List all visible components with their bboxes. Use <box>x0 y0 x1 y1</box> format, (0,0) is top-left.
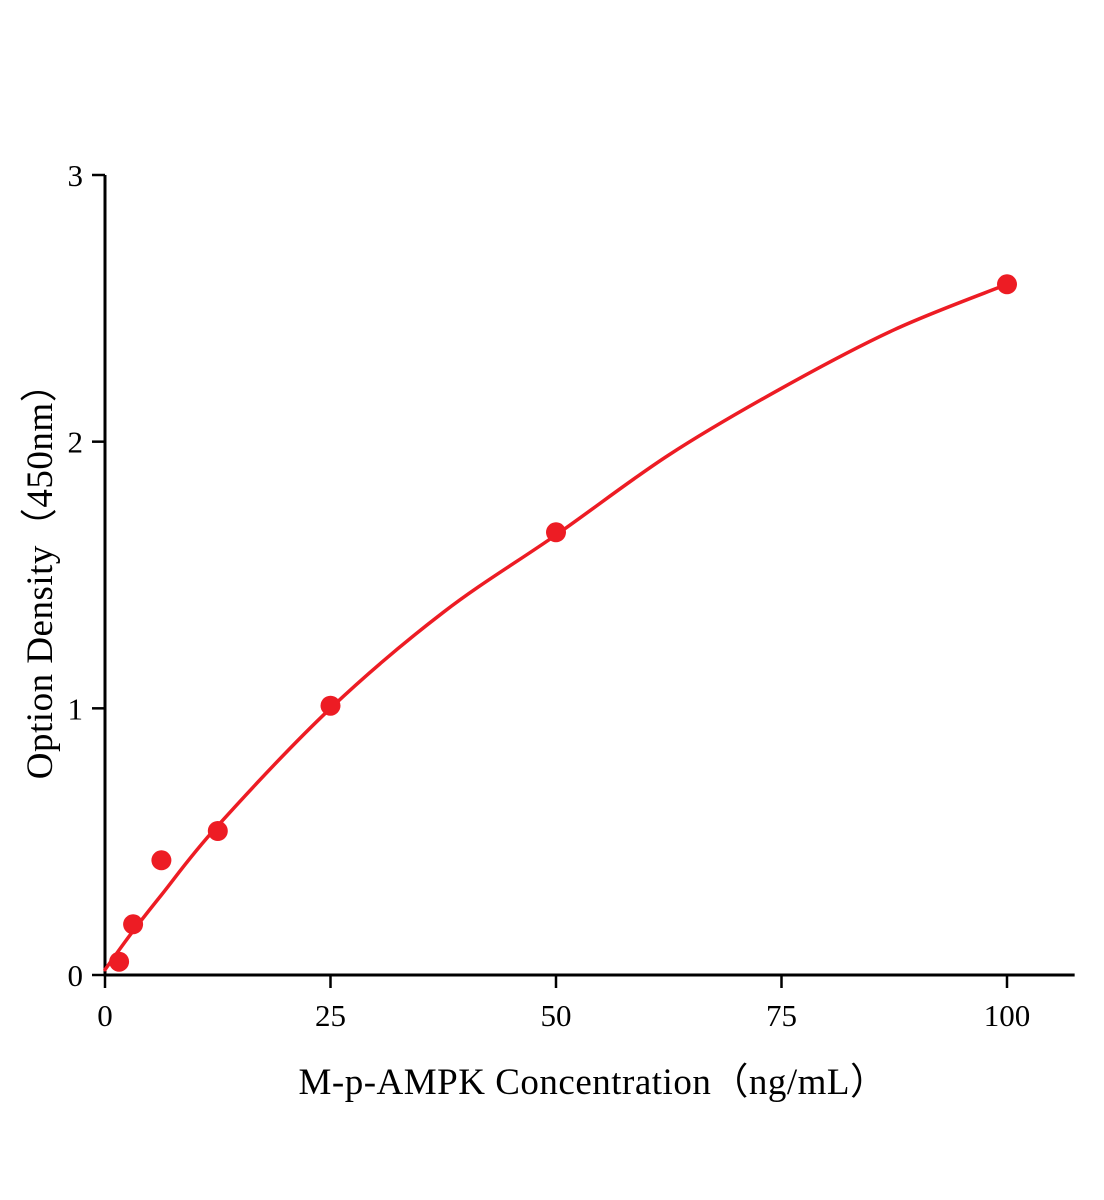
y-tick-label: 2 <box>68 425 84 460</box>
x-tick-label: 25 <box>315 998 346 1033</box>
y-tick-label: 1 <box>68 691 84 726</box>
data-point <box>546 522 566 543</box>
data-point <box>109 951 130 972</box>
y-axis-title: Option Density（450nm） <box>20 364 61 780</box>
x-axis-title: M-p-AMPK Concentration（ng/mL） <box>298 1062 888 1103</box>
x-tick-label: 0 <box>97 998 113 1033</box>
data-point <box>123 914 144 935</box>
data-point <box>320 695 341 716</box>
data-point <box>207 821 228 841</box>
y-tick-label: 3 <box>68 158 84 193</box>
axis-lines <box>103 175 1075 977</box>
y-tick-label: 0 <box>68 958 84 993</box>
x-tick-label: 50 <box>541 998 572 1033</box>
x-tick-label: 75 <box>766 998 797 1033</box>
x-tick-label: 100 <box>984 998 1031 1033</box>
data-point <box>151 850 172 871</box>
data-point <box>997 274 1017 295</box>
fit-curve <box>103 282 1009 972</box>
